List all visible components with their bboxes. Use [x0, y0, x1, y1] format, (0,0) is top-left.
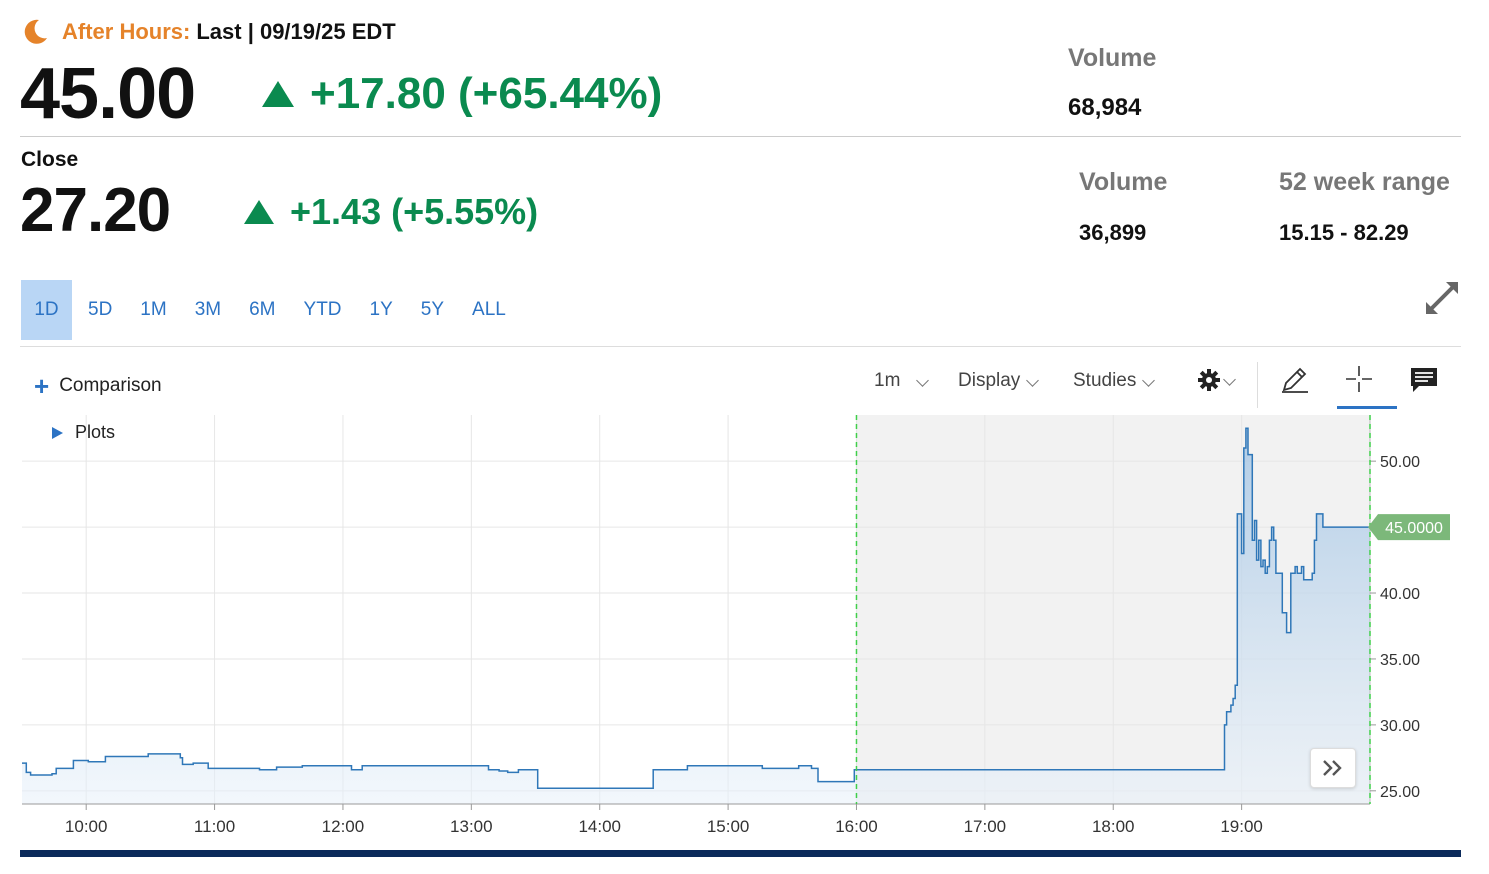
interval-label: 1m: [874, 370, 901, 391]
x-tick-label: 10:00: [65, 817, 108, 836]
price-line: [22, 427, 1370, 789]
toolbar-separator: [1257, 362, 1258, 408]
close-change: +1.43 (+5.55%): [244, 192, 538, 232]
plots-toggle[interactable]: Plots: [52, 422, 115, 443]
comparison-label: Comparison: [59, 375, 162, 396]
up-arrow-icon: [244, 200, 274, 224]
y-tick-label: 30.00: [1380, 718, 1420, 735]
week-range-label: 52 week range: [1279, 168, 1450, 196]
pencil-icon[interactable]: [1280, 364, 1310, 394]
display-dropdown[interactable]: Display: [958, 370, 1040, 392]
close-change-value: +1.43 (+5.55%): [290, 191, 539, 232]
tab-6m[interactable]: 6M: [249, 299, 276, 320]
close-price: 27.20: [20, 176, 171, 245]
crosshair-icon[interactable]: [1344, 364, 1374, 394]
close-label: Close: [21, 148, 79, 171]
current-price-label: 45.0000: [1385, 520, 1443, 537]
x-tick-label: 19:00: [1220, 817, 1263, 836]
tab-1y[interactable]: 1Y: [369, 299, 393, 320]
after-hours-price: 45.00: [20, 54, 196, 134]
tab-1m[interactable]: 1M: [140, 299, 167, 320]
x-tick-label: 18:00: [1092, 817, 1135, 836]
plus-icon: +: [34, 371, 50, 401]
close-volume-value: 36,899: [1079, 220, 1147, 245]
plots-label: Plots: [75, 422, 116, 442]
x-tick-label: 16:00: [835, 817, 878, 836]
after-hours-timestamp: Last | 09/19/25 EDT: [196, 19, 396, 44]
tab-ytd[interactable]: YTD: [303, 299, 342, 320]
after-hours-volume-value: 68,984: [1068, 94, 1142, 121]
x-tick-label: 15:00: [707, 817, 750, 836]
after-hours-change: +17.80 (+65.44%): [262, 70, 662, 118]
tab-5d[interactable]: 5D: [88, 299, 113, 320]
interval-dropdown[interactable]: 1m: [874, 370, 930, 392]
tab-1d[interactable]: 1D: [21, 280, 72, 340]
moon-icon: [24, 19, 47, 44]
comparison-button[interactable]: + Comparison: [34, 371, 162, 401]
expand-triangle-icon: [52, 426, 63, 439]
x-tick-label: 17:00: [964, 817, 1007, 836]
comment-icon[interactable]: [1408, 365, 1440, 395]
after-hours-header: After Hours: Last | 09/19/25 EDT: [20, 14, 396, 50]
after-hours-volume-label: Volume: [1068, 44, 1157, 72]
divider: [20, 346, 1461, 347]
close-volume-label: Volume: [1079, 168, 1168, 196]
up-arrow-icon: [262, 81, 294, 107]
after-hours-label: After Hours:: [62, 19, 191, 44]
settings-dropdown[interactable]: [1197, 368, 1236, 392]
after-hours-change-value: +17.80 (+65.44%): [310, 69, 663, 118]
x-tick-label: 12:00: [322, 817, 365, 836]
price-area-fill: [22, 428, 1370, 804]
bottom-bar: [20, 850, 1461, 857]
tab-5y[interactable]: 5Y: [420, 299, 445, 320]
double-chevron-right-icon: [1323, 760, 1342, 776]
tab-3m[interactable]: 3M: [194, 299, 222, 320]
y-tick-label: 40.00: [1380, 586, 1420, 603]
x-tick-label: 11:00: [194, 817, 235, 836]
y-tick-label: 50.00: [1380, 454, 1420, 471]
x-tick-label: 13:00: [450, 817, 493, 836]
range-tabs: 1D 5D 1M 3M 6M YTD 1Y 5Y ALL: [21, 280, 520, 340]
expand-icon[interactable]: [1422, 278, 1462, 318]
display-label: Display: [958, 370, 1021, 391]
tab-all[interactable]: ALL: [472, 299, 506, 320]
x-tick-label: 14:00: [578, 817, 621, 836]
current-price-tag: [1368, 514, 1450, 541]
y-tick-label: 35.00: [1380, 652, 1420, 669]
y-tick-label: 25.00: [1380, 784, 1420, 801]
scroll-to-latest-button[interactable]: [1310, 748, 1356, 788]
crosshair-active-indicator: [1337, 406, 1397, 409]
week-range-value: 15.15 - 82.29: [1279, 220, 1409, 245]
divider: [20, 136, 1461, 137]
studies-dropdown[interactable]: Studies: [1073, 370, 1156, 392]
studies-label: Studies: [1073, 370, 1137, 391]
gear-icon: [1198, 369, 1220, 391]
